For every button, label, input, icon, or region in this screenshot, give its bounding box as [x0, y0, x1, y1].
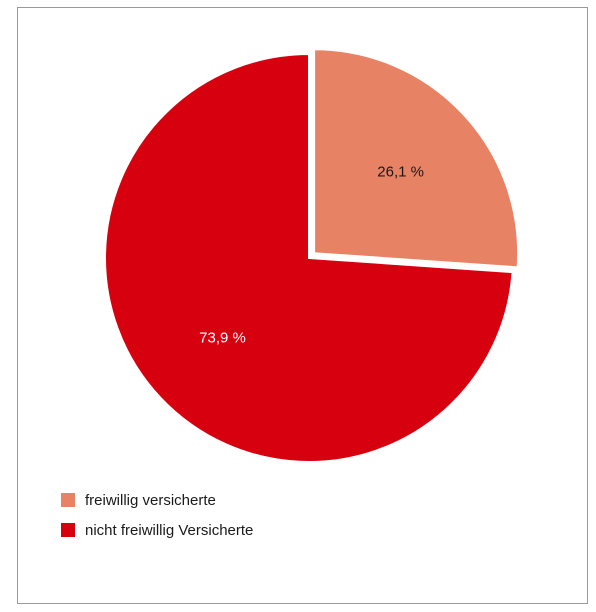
legend-swatch-freiwillig-versicherte: [61, 493, 75, 507]
legend-item-nicht-freiwillig-versicherte: nicht freiwillig Versicherte: [61, 518, 253, 542]
pie-slice-freiwillig-versicherte: [313, 48, 520, 269]
legend: freiwillig versicherte nicht freiwillig …: [61, 488, 253, 548]
legend-item-freiwillig-versicherte: freiwillig versicherte: [61, 488, 253, 512]
pie-slice-label-nicht-freiwillig-versicherte: 73,9 %: [199, 330, 246, 347]
pie-slice-nicht-freiwillig-versicherte: [104, 52, 514, 463]
legend-swatch-nicht-freiwillig-versicherte: [61, 523, 75, 537]
legend-label-freiwillig-versicherte: freiwillig versicherte: [85, 491, 216, 509]
pie-slice-label-freiwillig-versicherte: 26,1 %: [377, 163, 424, 180]
legend-label-nicht-freiwillig-versicherte: nicht freiwillig Versicherte: [85, 521, 254, 539]
